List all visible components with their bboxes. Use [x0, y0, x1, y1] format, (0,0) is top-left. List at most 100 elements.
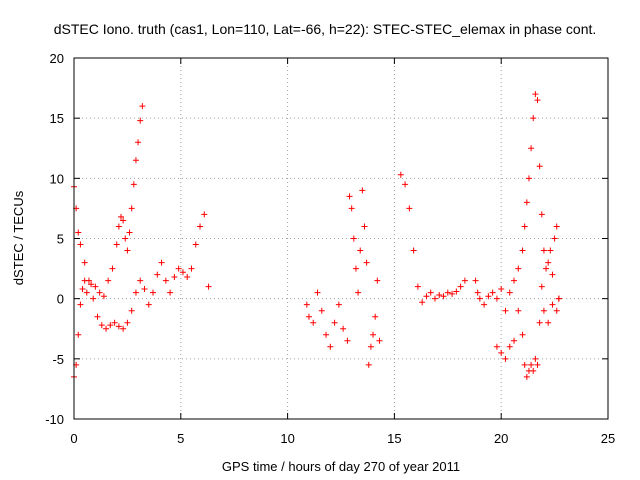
data-point [534, 97, 541, 104]
data-point [547, 247, 554, 254]
data-point [323, 331, 330, 338]
data-point [549, 271, 556, 278]
data-point [96, 289, 103, 296]
data-point [94, 313, 101, 320]
x-tick-label: 15 [387, 431, 401, 446]
data-point [540, 307, 547, 314]
data-point [150, 289, 157, 296]
series-4 [472, 91, 562, 314]
series-1 [71, 183, 212, 332]
data-point [367, 343, 374, 350]
data-point [154, 271, 161, 278]
data-point [545, 319, 552, 326]
data-point [350, 235, 357, 242]
data-point [109, 265, 116, 272]
data-point [440, 293, 447, 300]
data-point [162, 277, 169, 284]
data-point [493, 295, 500, 302]
data-point [457, 283, 464, 290]
x-tick-label: 10 [280, 431, 294, 446]
data-point [545, 259, 552, 266]
data-point [357, 247, 364, 254]
data-point [551, 235, 558, 242]
data-point [105, 277, 112, 284]
data-point [519, 247, 526, 254]
data-point [88, 281, 95, 288]
data-point [171, 274, 178, 281]
data-point [335, 301, 342, 308]
chart-title: dSTEC Iono. truth (cas1, Lon=110, Lat=-6… [54, 21, 597, 37]
data-point [555, 295, 562, 302]
data-point [205, 283, 212, 290]
data-point [372, 313, 379, 320]
data-point [128, 205, 135, 212]
data-point [77, 301, 84, 308]
data-point [511, 337, 518, 344]
data-point [521, 361, 528, 368]
data-point [310, 319, 317, 326]
data-point [528, 145, 535, 152]
data-point [543, 265, 550, 272]
data-point [192, 241, 199, 248]
data-point [515, 265, 522, 272]
data-point [85, 277, 92, 284]
data-point [197, 223, 204, 230]
data-points [71, 91, 562, 380]
y-tick-label: 0 [57, 292, 64, 307]
data-point [100, 293, 107, 300]
x-tick-label: 0 [70, 431, 77, 446]
data-point [120, 325, 127, 332]
data-point [511, 277, 518, 284]
data-point [523, 373, 530, 380]
data-point [327, 343, 334, 350]
data-point [361, 223, 368, 230]
data-point [318, 307, 325, 314]
data-point [359, 187, 366, 194]
data-point [117, 213, 124, 220]
data-point [75, 229, 82, 236]
data-point [77, 241, 84, 248]
data-point [444, 289, 451, 296]
data-point [355, 289, 362, 296]
data-point [489, 289, 496, 296]
data-point [79, 286, 86, 293]
data-point [538, 283, 545, 290]
data-point [81, 259, 88, 266]
data-point [303, 301, 310, 308]
data-point [103, 325, 110, 332]
data-point [498, 349, 505, 356]
data-point [344, 337, 351, 344]
data-point [158, 259, 165, 266]
data-point [75, 331, 82, 338]
data-point [139, 103, 146, 110]
data-point [553, 307, 560, 314]
data-point [402, 181, 409, 188]
data-point [98, 322, 105, 329]
data-point [530, 115, 537, 122]
data-point [107, 322, 114, 329]
data-point [530, 367, 537, 374]
data-point [472, 277, 479, 284]
data-point [521, 223, 528, 230]
axis-ticks: 0 5 10 15 20 25 -10 -5 0 5 10 15 20 [45, 51, 615, 446]
data-point [515, 307, 522, 314]
y-tick-label: 10 [50, 171, 64, 186]
data-point [474, 289, 481, 296]
data-point [115, 323, 122, 330]
data-point [141, 286, 148, 293]
data-point [525, 175, 532, 182]
data-point [145, 301, 152, 308]
data-point [423, 293, 430, 300]
series-0 [71, 103, 146, 380]
data-point [83, 289, 90, 296]
data-point [376, 337, 383, 344]
data-point [305, 313, 312, 320]
grid-lines [74, 58, 608, 419]
data-point [132, 289, 139, 296]
data-point [90, 295, 97, 302]
y-tick-label: -10 [45, 412, 64, 427]
data-point [536, 163, 543, 170]
data-point [128, 307, 135, 314]
data-point [481, 301, 488, 308]
